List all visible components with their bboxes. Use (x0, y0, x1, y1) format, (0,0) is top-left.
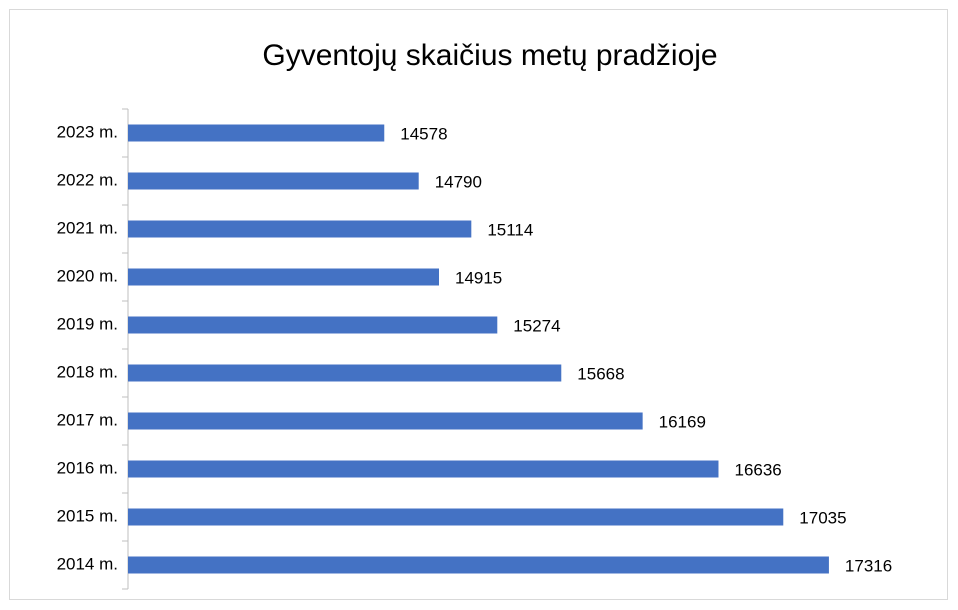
data-label: 15274 (513, 316, 560, 335)
data-label: 14578 (400, 124, 447, 143)
bar (128, 460, 719, 478)
y-tick-label: 2023 m. (57, 122, 118, 141)
bar (128, 268, 439, 286)
data-label: 16169 (659, 412, 706, 431)
y-tick-label: 2020 m. (57, 266, 118, 285)
bar (128, 364, 562, 382)
y-tick-label: 2014 m. (57, 554, 118, 573)
data-label: 15668 (577, 364, 624, 383)
y-tick-label: 2021 m. (57, 218, 118, 237)
y-tick-label: 2018 m. (57, 362, 118, 381)
bar (128, 124, 385, 142)
y-tick-label: 2019 m. (57, 314, 118, 333)
data-label: 16636 (734, 460, 781, 479)
bar (128, 172, 419, 190)
data-label: 17316 (845, 556, 892, 575)
data-label: 14915 (455, 268, 502, 287)
chart-title: Gyventojų skaičius metų pradžioje (262, 39, 717, 72)
y-tick-label: 2017 m. (57, 410, 118, 429)
y-tick-label: 2015 m. (57, 506, 118, 525)
chart-frame (9, 9, 948, 600)
y-tick-label: 2016 m. (57, 458, 118, 477)
y-tick-label: 2022 m. (57, 170, 118, 189)
bar (128, 220, 472, 238)
data-label: 15114 (487, 220, 533, 239)
bar (128, 316, 498, 334)
data-label: 14790 (435, 172, 482, 191)
bar (128, 412, 643, 430)
bar (128, 556, 829, 574)
data-label: 17035 (799, 508, 846, 527)
bar (128, 508, 784, 526)
